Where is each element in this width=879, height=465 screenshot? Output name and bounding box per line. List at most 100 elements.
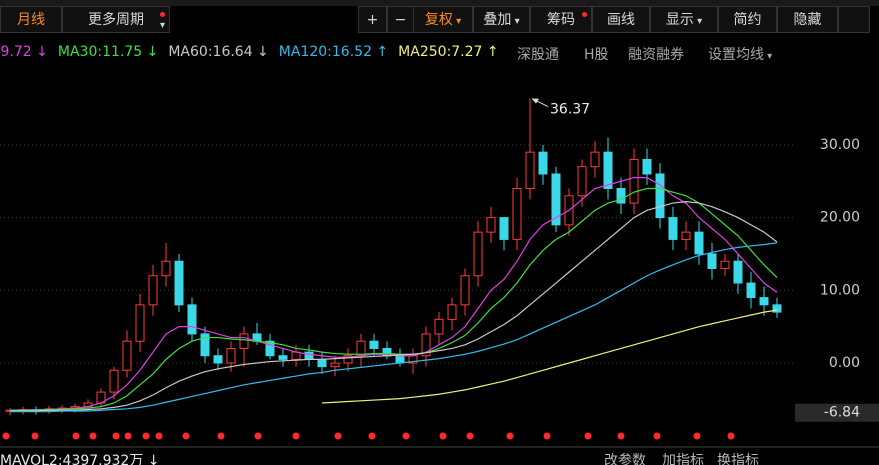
ma-legend: MA120:16.52 ↑: [278, 44, 389, 60]
candle-body: [681, 231, 691, 240]
event-dot: [727, 432, 735, 440]
candle-body: [616, 188, 626, 204]
event-dot: [466, 432, 474, 440]
candle-body: [694, 231, 704, 255]
toolbar-button[interactable]: +: [358, 6, 387, 33]
toolbar-button[interactable]: 复权: [413, 6, 473, 33]
candle-body: [200, 333, 210, 357]
candle-body: [538, 151, 548, 175]
y-tick-label: 20.00: [820, 210, 860, 226]
toolbar-button[interactable]: 更多周期: [62, 6, 170, 33]
toolbar-button[interactable]: 画线: [592, 6, 650, 33]
event-dot: [112, 432, 120, 440]
candle-body: [642, 158, 652, 175]
candle-body: [395, 355, 405, 364]
candle-body: [590, 151, 600, 168]
footer-button[interactable]: 加指标: [662, 453, 704, 465]
toolbar-button[interactable]: 筹码: [530, 6, 592, 33]
event-dot: [217, 432, 225, 440]
event-dot: [124, 432, 132, 440]
toolbar-button[interactable]: 隐藏: [777, 6, 838, 33]
candle-body: [668, 217, 678, 240]
candle-body: [629, 158, 639, 204]
candle-body: [317, 358, 327, 368]
candle-body: [603, 151, 613, 190]
peak-label: 36.37: [550, 102, 590, 118]
candle-body: [772, 304, 782, 313]
event-dot: [31, 432, 39, 440]
event-dot: [368, 432, 376, 440]
event-dot: [334, 432, 342, 440]
candle-body: [447, 304, 457, 320]
ma-line: [321, 309, 778, 404]
ma-line: [10, 242, 778, 413]
candle-body: [707, 253, 717, 269]
candle-body: [434, 318, 444, 335]
candle-body: [343, 355, 353, 364]
candle-body: [759, 297, 769, 306]
candle-body: [720, 260, 730, 269]
candle-body: [473, 231, 483, 277]
footer-button[interactable]: 换指标: [717, 453, 759, 465]
top-strip: [0, 0, 879, 6]
y-tick-label: 10.00: [820, 282, 860, 298]
candle-body: [746, 282, 756, 299]
candle-body: [330, 362, 340, 368]
candle-body: [174, 260, 184, 306]
y-tick-label: 30.00: [820, 137, 860, 153]
candle-body: [512, 188, 522, 240]
indicator-link[interactable]: 设置均线: [708, 44, 772, 64]
event-dot: [142, 432, 150, 440]
candle-body: [486, 217, 496, 233]
ma-line: [10, 187, 778, 411]
footer-button[interactable]: 改参数: [604, 453, 646, 465]
y-tick-label: 0.00: [829, 355, 860, 371]
event-dot: [506, 432, 514, 440]
toolbar-button[interactable]: 叠加: [473, 6, 530, 33]
candle-body: [291, 351, 301, 360]
candle-body: [551, 173, 561, 226]
indicator-link[interactable]: H股: [584, 47, 609, 63]
expand-icon[interactable]: [838, 6, 870, 33]
candle-body: [226, 347, 236, 364]
candle-body: [278, 355, 288, 360]
event-dot: [543, 432, 551, 440]
candle-body: [187, 304, 197, 335]
ma-legend: MA30:11.75 ↓: [57, 44, 159, 60]
candle-body: [304, 351, 314, 360]
candle-body: [161, 260, 171, 277]
event-dot: [653, 432, 661, 440]
volume-indicator: MAVOL2:4397.932万 ↓: [0, 453, 160, 465]
event-dot: [693, 432, 701, 440]
toolbar-button[interactable]: 简约: [718, 6, 777, 33]
candle-body: [109, 369, 119, 393]
event-dot: [584, 432, 592, 440]
candle-body: [148, 275, 158, 306]
candle-body: [421, 333, 431, 357]
candle-body: [733, 260, 743, 284]
candle-body: [499, 217, 509, 240]
event-dot: [292, 432, 300, 440]
event-dot: [617, 432, 625, 440]
toolbar-button[interactable]: 月线: [0, 6, 62, 33]
candle-body: [213, 355, 223, 364]
candle-body: [265, 340, 275, 357]
candle-body: [460, 275, 470, 306]
toolbar-button[interactable]: 显示: [650, 6, 718, 33]
peak-arrowhead: [532, 98, 539, 104]
candle-body: [577, 166, 587, 197]
event-dot: [155, 432, 163, 440]
event-dot: [89, 432, 97, 440]
ma-line: [10, 200, 778, 412]
event-dot: [72, 432, 80, 440]
ma-legend: MA250:7.27 ↑: [398, 44, 499, 60]
event-dot: [402, 432, 410, 440]
event-dot: [182, 432, 190, 440]
candle-body: [525, 151, 535, 190]
candle-body: [369, 340, 379, 349]
candle-body: [655, 173, 665, 219]
indicator-link[interactable]: 融资融券: [628, 47, 684, 63]
indicator-link[interactable]: 深股通: [517, 47, 559, 63]
ma-legend: MA60:16.64 ↓: [168, 44, 269, 60]
